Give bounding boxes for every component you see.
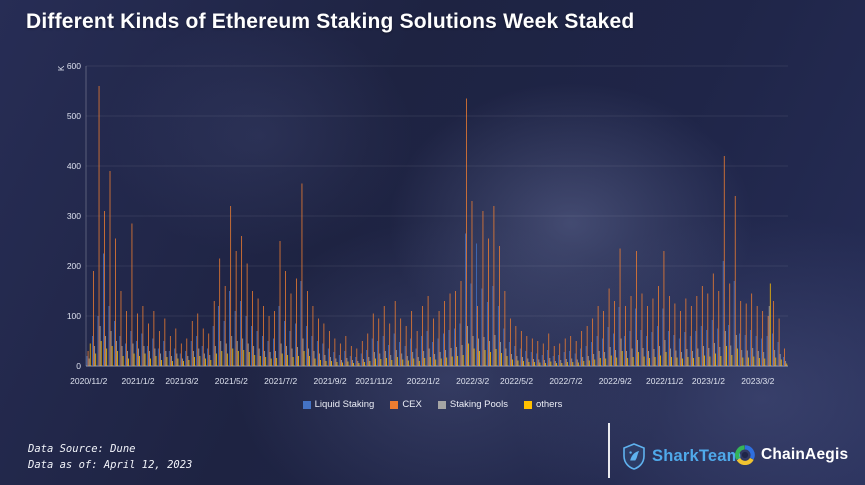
svg-text:500: 500: [67, 111, 81, 121]
legend-swatch: [302, 400, 311, 409]
svg-text:2021/1/2: 2021/1/2: [122, 376, 155, 386]
svg-text:2022/7/2: 2022/7/2: [549, 376, 582, 386]
chainaegis-logo: ChainAegis: [735, 445, 848, 465]
legend-label: CEX: [402, 399, 422, 410]
svg-text:200: 200: [67, 261, 81, 271]
legend-swatch: [523, 400, 532, 409]
svg-text:2021/9/2: 2021/9/2: [314, 376, 347, 386]
legend-label: Staking Pools: [449, 399, 508, 410]
svg-text:2022/9/2: 2022/9/2: [599, 376, 632, 386]
sharkteam-wordmark: SharkTeam: [652, 447, 742, 465]
chainaegis-wordmark: ChainAegis: [761, 446, 849, 463]
svg-text:300: 300: [67, 211, 81, 221]
svg-text:400: 400: [67, 161, 81, 171]
svg-text:2021/5/2: 2021/5/2: [215, 376, 248, 386]
legend-swatch: [390, 400, 399, 409]
data-source-text: Data Source: Dune: [28, 443, 136, 455]
legend-swatch: [437, 400, 446, 409]
svg-text:0: 0: [76, 361, 81, 371]
sharkteam-shield-icon: [623, 443, 645, 470]
svg-text:2021/11/2: 2021/11/2: [355, 376, 392, 386]
svg-text:2022/1/2: 2022/1/2: [407, 376, 440, 386]
footer: Data Source: Dune Data as of: April 12, …: [28, 441, 192, 474]
svg-text:2020/11/2: 2020/11/2: [70, 376, 107, 386]
svg-text:600: 600: [67, 61, 81, 71]
svg-text:100: 100: [67, 311, 81, 321]
svg-text:2022/3/2: 2022/3/2: [456, 376, 489, 386]
legend-item-staking-pools: Staking Pools: [437, 399, 508, 410]
chainaegis-icon: [735, 445, 755, 465]
svg-text:2021/3/2: 2021/3/2: [165, 376, 198, 386]
chart-legend: Liquid Staking CEX Staking Pools others: [0, 399, 865, 410]
legend-item-cex: CEX: [390, 399, 422, 410]
data-as-of-text: Data as of: April 12, 2023: [28, 459, 193, 472]
svg-text:2021/7/2: 2021/7/2: [264, 376, 297, 386]
svg-text:2023/3/2: 2023/3/2: [741, 376, 774, 386]
legend-label: Liquid Staking: [314, 399, 375, 410]
footer-divider: [608, 423, 610, 478]
chart-area: 0 100 200 300 400 500 600 K 2020/11/2 2021/1/2 202…: [50, 52, 794, 392]
page-title: Different Kinds of Ethereum Staking Solu…: [26, 10, 635, 33]
sharkteam-logo: SharkTeam: [622, 443, 742, 470]
legend-item-others: others: [523, 399, 563, 410]
svg-text:2022/5/2: 2022/5/2: [500, 376, 533, 386]
legend-item-liquid-staking: Liquid Staking: [302, 399, 375, 410]
y-axis-label: K: [57, 65, 66, 71]
legend-label: others: [535, 399, 563, 410]
svg-text:2023/1/2: 2023/1/2: [692, 376, 725, 386]
svg-text:2022/11/2: 2022/11/2: [646, 376, 683, 386]
